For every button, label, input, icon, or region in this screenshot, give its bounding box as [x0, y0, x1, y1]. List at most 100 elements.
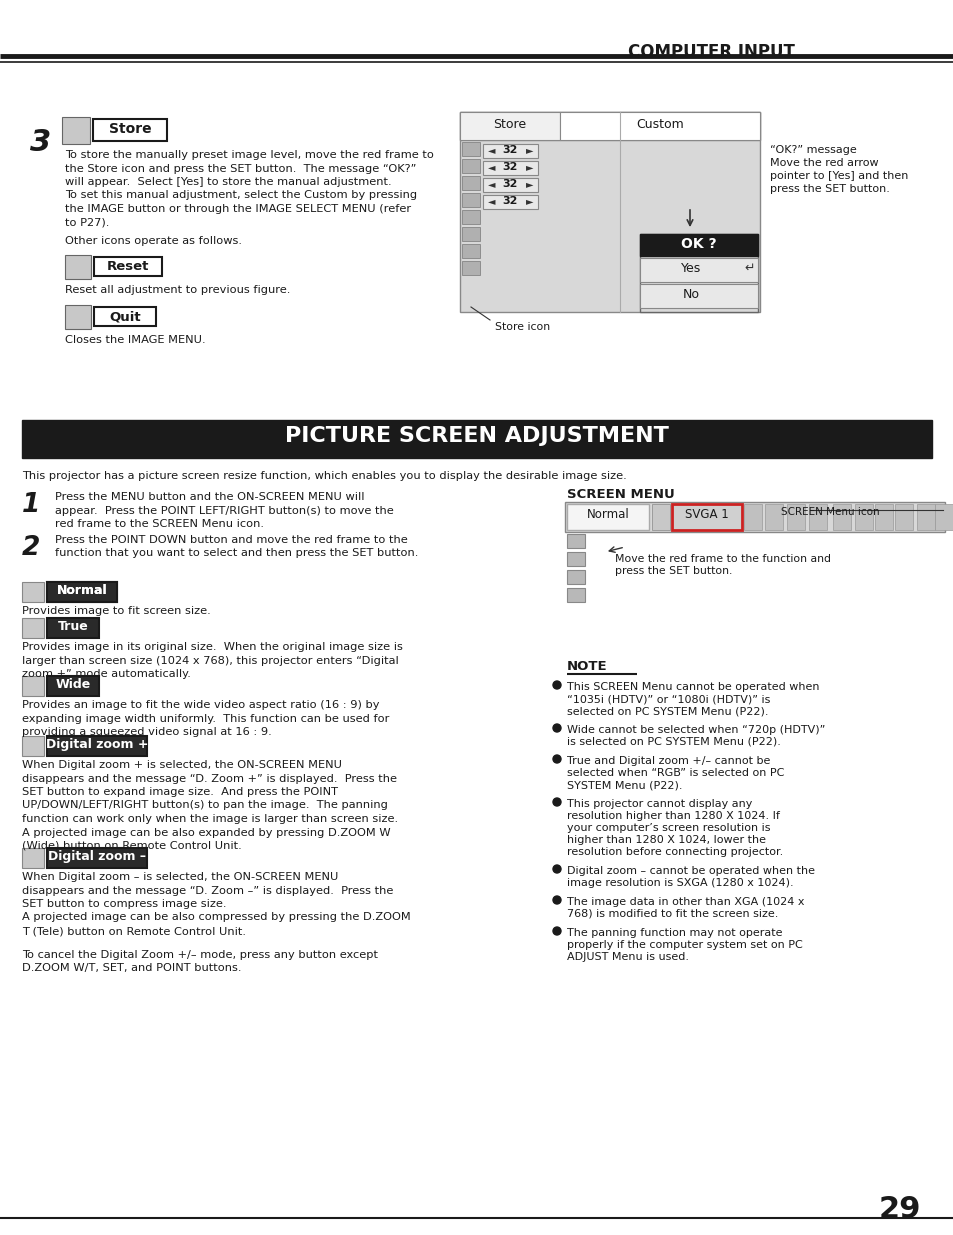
Bar	[559, 112, 760, 140]
Text: Custom: Custom	[636, 119, 683, 131]
Circle shape	[553, 724, 560, 732]
Text: Provides image to fit screen size.: Provides image to fit screen size.	[22, 606, 211, 616]
Text: SCREEN MENU: SCREEN MENU	[566, 488, 674, 501]
Text: Press the POINT DOWN button and move the red frame to the: Press the POINT DOWN button and move the…	[55, 535, 407, 545]
Text: Digital zoom –: Digital zoom –	[48, 850, 146, 863]
Bar	[743, 504, 761, 530]
Text: appear.  Press the POINT LEFT/RIGHT button(s) to move the: appear. Press the POINT LEFT/RIGHT butto…	[55, 505, 394, 515]
Text: to P27).: to P27).	[65, 217, 110, 227]
Text: 32: 32	[502, 144, 517, 156]
Text: function that you want to select and then press the SET button.: function that you want to select and the…	[55, 548, 418, 558]
Text: the Store icon and press the SET button.  The message “OK?”: the Store icon and press the SET button.…	[65, 163, 416, 173]
Bar	[47, 582, 117, 601]
Bar	[22, 736, 44, 756]
Text: To set this manual adjustment, select the Custom by pressing: To set this manual adjustment, select th…	[65, 190, 416, 200]
Text: To cancel the Digital Zoom +/– mode, press any button except: To cancel the Digital Zoom +/– mode, pre…	[22, 950, 377, 960]
Text: ►: ►	[525, 144, 533, 156]
Bar	[461, 177, 479, 190]
Text: Other icons operate as follows.: Other icons operate as follows.	[65, 236, 242, 246]
Bar	[461, 142, 479, 156]
Bar	[22, 618, 44, 638]
Text: 768) is modified to fit the screen size.: 768) is modified to fit the screen size.	[566, 909, 778, 919]
Bar	[854, 504, 872, 530]
Text: “OK?” message: “OK?” message	[769, 144, 856, 156]
Bar	[482, 195, 537, 209]
Bar	[22, 420, 931, 458]
Text: When Digital zoom – is selected, the ON-SCREEN MENU: When Digital zoom – is selected, the ON-…	[22, 872, 338, 882]
Text: ◄: ◄	[488, 196, 495, 206]
Text: (Wide) button on Remote Control Unit.: (Wide) button on Remote Control Unit.	[22, 841, 241, 851]
Text: image resolution is SXGA (1280 x 1024).: image resolution is SXGA (1280 x 1024).	[566, 878, 793, 888]
Bar	[62, 117, 90, 144]
Text: red frame to the SCREEN Menu icon.: red frame to the SCREEN Menu icon.	[55, 519, 264, 529]
Bar	[92, 119, 167, 141]
Text: 32: 32	[502, 196, 517, 206]
Bar	[832, 504, 850, 530]
Bar	[874, 504, 892, 530]
Bar	[22, 848, 44, 868]
Text: 1: 1	[22, 492, 40, 517]
Text: SYSTEM Menu (P22).: SYSTEM Menu (P22).	[566, 781, 681, 790]
Text: resolution higher than 1280 X 1024. If: resolution higher than 1280 X 1024. If	[566, 811, 779, 821]
Bar	[461, 245, 479, 258]
Text: resolution before connecting projector.: resolution before connecting projector.	[566, 847, 782, 857]
Bar	[482, 144, 537, 158]
Text: SET button to expand image size.  And press the POINT: SET button to expand image size. And pre…	[22, 787, 337, 797]
Text: 32: 32	[502, 162, 517, 172]
Bar	[482, 161, 537, 175]
Bar	[482, 178, 537, 191]
Text: Normal: Normal	[56, 584, 107, 597]
Bar	[47, 736, 147, 756]
Text: A projected image can be also expanded by pressing D.ZOOM W: A projected image can be also expanded b…	[22, 827, 390, 837]
Text: disappears and the message “D. Zoom +” is displayed.  Press the: disappears and the message “D. Zoom +” i…	[22, 773, 396, 783]
Text: larger than screen size (1024 x 768), this projector enters “Digital: larger than screen size (1024 x 768), th…	[22, 656, 398, 666]
Text: OK ?: OK ?	[680, 237, 716, 251]
Bar	[764, 504, 782, 530]
Text: 3: 3	[30, 128, 51, 157]
Text: is selected on PC SYSTEM Menu (P22).: is selected on PC SYSTEM Menu (P22).	[566, 737, 781, 747]
Text: Provides image in its original size.  When the original image size is: Provides image in its original size. Whe…	[22, 642, 402, 652]
Text: your computer’s screen resolution is: your computer’s screen resolution is	[566, 823, 770, 832]
Bar	[564, 501, 944, 532]
Text: SET button to compress image size.: SET button to compress image size.	[22, 899, 226, 909]
Text: Reset: Reset	[107, 261, 149, 273]
Text: Move the red arrow: Move the red arrow	[769, 158, 878, 168]
Bar	[566, 534, 584, 548]
Text: Store: Store	[109, 122, 152, 136]
Bar	[934, 504, 952, 530]
Bar	[651, 504, 669, 530]
Text: This projector cannot display any: This projector cannot display any	[566, 799, 752, 809]
Text: press the SET button.: press the SET button.	[769, 184, 889, 194]
Bar	[639, 233, 758, 256]
Bar	[94, 308, 156, 326]
Circle shape	[553, 798, 560, 806]
Text: SVGA 1: SVGA 1	[684, 508, 728, 521]
Bar	[639, 258, 758, 282]
Text: Store icon: Store icon	[495, 322, 550, 332]
Text: This SCREEN Menu cannot be operated when: This SCREEN Menu cannot be operated when	[566, 682, 819, 692]
Bar	[461, 261, 479, 275]
Text: 2: 2	[22, 535, 40, 561]
Bar	[566, 571, 584, 584]
Text: 29: 29	[878, 1195, 921, 1224]
Text: ◄: ◄	[488, 144, 495, 156]
Text: 32: 32	[502, 179, 517, 189]
Bar	[808, 504, 826, 530]
Text: UP/DOWN/LEFT/RIGHT button(s) to pan the image.  The panning: UP/DOWN/LEFT/RIGHT button(s) to pan the …	[22, 800, 388, 810]
Bar	[639, 284, 758, 308]
Text: ►: ►	[525, 162, 533, 172]
Text: T (Tele) button on Remote Control Unit.: T (Tele) button on Remote Control Unit.	[22, 926, 246, 936]
Text: ◄: ◄	[488, 162, 495, 172]
Text: press the SET button.: press the SET button.	[615, 566, 732, 576]
Bar	[566, 552, 584, 566]
Bar	[47, 618, 99, 638]
Bar	[786, 504, 804, 530]
Bar	[47, 582, 117, 601]
Bar	[894, 504, 912, 530]
Bar	[94, 257, 162, 275]
Text: No: No	[681, 288, 699, 301]
Bar	[65, 305, 91, 329]
Text: “1035i (HDTV)” or “1080i (HDTV)” is: “1035i (HDTV)” or “1080i (HDTV)” is	[566, 694, 770, 704]
Text: ►: ►	[525, 196, 533, 206]
Text: ADJUST Menu is used.: ADJUST Menu is used.	[566, 952, 688, 962]
